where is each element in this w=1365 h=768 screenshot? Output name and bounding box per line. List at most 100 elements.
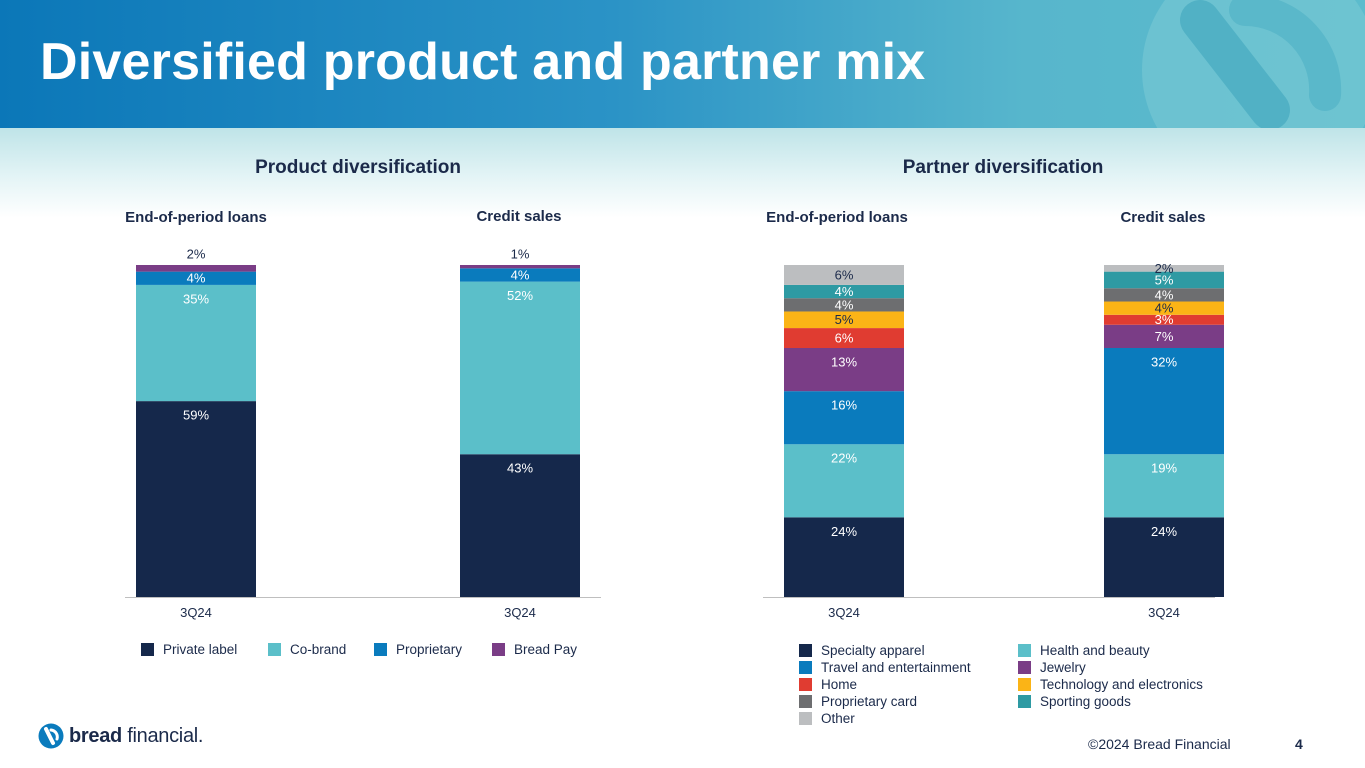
partner-legend-item: Home [799, 677, 857, 692]
logo-text-bold: bread [69, 724, 122, 747]
partner-data-label: 16% [831, 398, 857, 413]
product-data-label: 4% [511, 267, 530, 282]
product-legend-item: Private label [141, 642, 237, 657]
product-bar-1-proprietary [136, 271, 256, 285]
partner-bar-2-jewelry [1104, 324, 1224, 348]
partner-data-label: 3% [1155, 312, 1174, 327]
partner-bar-1-health-and-beauty [784, 444, 904, 518]
product-bar-1-bread-pay [136, 265, 256, 272]
bread-financial-logo: bread financial. [38, 723, 203, 749]
partner-bar-1-jewelry [784, 348, 904, 392]
page-title: Diversified product and partner mix [40, 33, 926, 91]
product-legend-label: Private label [163, 642, 238, 657]
logo-text-rest: financial. [121, 724, 204, 747]
partner-bar-2-other [1104, 265, 1224, 272]
product-section-title: Product diversification [255, 157, 461, 178]
partner-bar-2-home [1104, 314, 1224, 325]
partner-data-label: 13% [831, 354, 857, 369]
partner-legend-swatch [799, 678, 812, 691]
product-x-tick-label: 3Q24 [504, 605, 536, 620]
product-legend-item: Bread Pay [492, 642, 577, 657]
partner-bar-1-home [784, 328, 904, 348]
partner-loans-label: End-of-period loans [766, 209, 908, 226]
page-number: 4 [1295, 736, 1303, 752]
partner-data-label: 22% [831, 451, 857, 466]
partner-sales-label: Credit sales [1120, 209, 1206, 226]
partner-legend-item: Technology and electronics [1018, 677, 1203, 692]
partner-bar-1-technology-and-electronics [784, 311, 904, 329]
partner-legend-label: Sporting goods [1040, 694, 1131, 709]
partner-legend-label: Travel and entertainment [821, 660, 971, 675]
partner-legend-label: Technology and electronics [1040, 677, 1203, 692]
partner-legend-item: Health and beauty [1018, 643, 1150, 658]
product-legend-label: Bread Pay [514, 642, 578, 657]
product-loans-label: End-of-period loans [125, 209, 267, 226]
partner-legend-swatch [799, 712, 812, 725]
partner-legend-item: Jewelry [1018, 660, 1086, 675]
product-data-label: 2% [187, 246, 206, 261]
partner-legend-swatch [1018, 644, 1031, 657]
partner-data-label: 4% [1155, 287, 1174, 302]
partner-legend-label: Jewelry [1040, 660, 1086, 675]
partner-legend-label: Health and beauty [1040, 643, 1150, 658]
partner-bar-2-proprietary-card [1104, 288, 1224, 302]
partner-legend-item: Other [799, 711, 855, 726]
partner-data-label: 5% [1155, 272, 1174, 287]
partner-legend-item: Proprietary card [799, 694, 917, 709]
partner-x-tick-label: 3Q24 [1148, 605, 1180, 620]
copyright: ©2024 Bread Financial [1088, 736, 1231, 752]
partner-bar-2-travel-and-entertainment [1104, 348, 1224, 455]
product-data-label: 35% [183, 291, 209, 306]
partner-bar-2-specialty-apparel [1104, 517, 1224, 597]
partner-bar-1-proprietary-card [784, 298, 904, 312]
product-legend-label: Proprietary [396, 642, 463, 657]
partner-legend-swatch [1018, 695, 1031, 708]
partner-legend-swatch [799, 695, 812, 708]
product-legend-swatch [492, 643, 505, 656]
partner-legend-label: Home [821, 677, 858, 692]
partner-bar-1-other [784, 265, 904, 285]
product-legend-swatch [141, 643, 154, 656]
partner-legend-item: Specialty apparel [799, 643, 925, 658]
partner-legend-item: Travel and entertainment [799, 660, 971, 675]
product-legend-item: Proprietary [374, 642, 462, 657]
product-bar-2-private-label [460, 454, 580, 597]
partner-legend-label: Other [821, 711, 855, 726]
partner-bar-2-health-and-beauty [1104, 454, 1224, 518]
partner-data-label: 4% [1155, 301, 1174, 316]
product-bar-2-bread-pay [460, 265, 580, 269]
partner-legend-label: Proprietary card [821, 694, 918, 709]
product-bar-1-private-label [136, 401, 256, 597]
product-data-label: 43% [507, 461, 533, 476]
partner-legend-swatch [1018, 661, 1031, 674]
partner-data-label: 24% [1151, 524, 1177, 539]
product-bar-1-co-brand [136, 284, 256, 402]
partner-data-label: 4% [835, 297, 854, 312]
product-legend-item: Co-brand [268, 642, 346, 657]
bread-logo-icon [38, 723, 64, 749]
banner-fade [0, 128, 1365, 218]
product-bar-2-co-brand [460, 281, 580, 455]
partner-section-title: Partner diversification [902, 157, 1104, 178]
partner-data-label: 24% [831, 524, 857, 539]
partner-data-label: 19% [1151, 461, 1177, 476]
partner-legend-swatch [1018, 678, 1031, 691]
partner-data-label: 6% [835, 267, 854, 282]
partner-bar-2-technology-and-electronics [1104, 301, 1224, 315]
product-bar-2-proprietary [460, 268, 580, 282]
partner-legend-swatch [799, 661, 812, 674]
product-data-label: 1% [511, 246, 530, 261]
partner-data-label: 7% [1155, 329, 1174, 344]
partner-data-label: 32% [1151, 354, 1177, 369]
partner-x-tick-label: 3Q24 [828, 605, 860, 620]
product-legend-swatch [374, 643, 387, 656]
title-banner: Diversified product and partner mix [0, 0, 1365, 128]
partner-data-label: 5% [835, 312, 854, 327]
partner-bar-1-sporting-goods [784, 284, 904, 299]
partner-data-label: 4% [835, 284, 854, 299]
bread-logo-watermark [1142, 0, 1365, 128]
product-data-label: 4% [187, 271, 206, 286]
partner-bar-1-specialty-apparel [784, 517, 904, 597]
